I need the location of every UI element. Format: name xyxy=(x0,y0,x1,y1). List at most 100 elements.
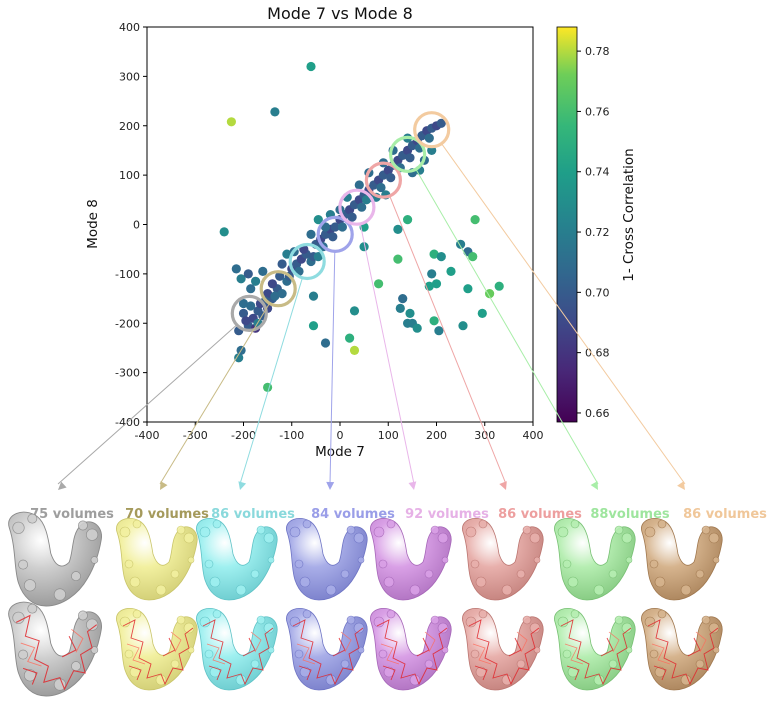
cluster-6-connector xyxy=(389,195,507,485)
data-point xyxy=(236,274,246,284)
cluster-6-volume xyxy=(462,518,544,601)
y-tick-label: 200 xyxy=(119,120,140,133)
surface-lobe xyxy=(533,646,541,654)
scatter-points xyxy=(219,61,504,392)
surface-lobe xyxy=(373,526,385,538)
surface-lobe xyxy=(437,532,449,544)
cluster-2-arrowhead xyxy=(160,481,168,490)
atomic-model-trace xyxy=(20,628,84,667)
surface-lobe xyxy=(302,519,312,529)
data-point xyxy=(267,279,277,289)
colorbar-tick-label: 0.74 xyxy=(585,166,610,179)
data-point xyxy=(263,382,273,392)
surface-lobe xyxy=(649,649,659,659)
surface-lobe xyxy=(77,520,88,531)
cluster-7-volume xyxy=(554,518,636,601)
data-point xyxy=(349,345,360,355)
surface-lobe xyxy=(593,584,605,596)
surface-lobe xyxy=(654,576,666,588)
data-point xyxy=(313,252,323,262)
data-point xyxy=(436,252,446,262)
atomic-model-trace xyxy=(202,619,274,686)
surface-lobe xyxy=(235,584,247,596)
cluster-8-volume xyxy=(641,518,723,601)
data-point xyxy=(238,298,249,309)
surface-lobe xyxy=(187,646,195,654)
surface-lobe xyxy=(18,649,29,660)
data-point xyxy=(463,284,473,294)
surface-lobe xyxy=(325,584,337,596)
cluster-8-circle xyxy=(413,111,451,149)
surface-lobe xyxy=(86,618,99,631)
data-point xyxy=(349,306,360,316)
surface-lobe xyxy=(294,649,304,659)
surface-lobe xyxy=(90,646,99,654)
data-point xyxy=(403,318,413,328)
cluster-4-volume-with-model xyxy=(286,608,368,691)
surface-lobe xyxy=(77,610,88,621)
colorbar-ticks: 0.66 0.68 0.70 0.72 0.74 0.76 0.78 xyxy=(577,45,610,420)
cluster-circles xyxy=(230,111,451,332)
surface-lobe xyxy=(522,615,532,625)
data-point xyxy=(347,212,357,222)
surface-lobe xyxy=(170,569,180,579)
x-tick-label: -100 xyxy=(279,429,304,442)
surface-lobe xyxy=(708,622,720,634)
surface-lobe xyxy=(353,532,365,544)
surface-lobe xyxy=(562,649,572,659)
surface-lobe xyxy=(701,615,711,625)
x-axis-label: Mode 7 xyxy=(315,444,365,460)
x-tick-label: 0 xyxy=(337,429,344,442)
surface-lobe xyxy=(263,532,275,544)
surface-lobe xyxy=(86,528,99,541)
cluster-7-volume-label: 88volumes xyxy=(590,507,670,522)
surface-lobe xyxy=(346,615,356,625)
cluster-3-volume-label: 86 volumes xyxy=(211,507,295,522)
x-tick-label: 300 xyxy=(474,429,495,442)
surface-lobe xyxy=(701,525,711,535)
data-point xyxy=(258,266,268,276)
surface-lobe xyxy=(657,609,667,619)
surface-lobe xyxy=(299,576,311,588)
cluster-6-circle xyxy=(364,161,402,199)
surface-lobe xyxy=(465,526,477,538)
data-point xyxy=(485,289,495,299)
atomic-model-trace xyxy=(206,631,262,665)
surface-lobe xyxy=(657,519,667,529)
data-point xyxy=(277,259,287,269)
cluster-8-connector xyxy=(441,143,686,485)
data-point xyxy=(231,264,241,274)
surface-lobe xyxy=(409,584,421,596)
surface-lobe xyxy=(90,556,99,564)
surface-lobe xyxy=(529,532,541,544)
data-point xyxy=(494,281,504,291)
volume-renderings xyxy=(8,511,723,697)
surface-lobe xyxy=(212,609,222,619)
surface-lobe xyxy=(386,609,396,619)
colorbar xyxy=(556,26,578,423)
surface-lobe xyxy=(475,576,487,588)
atomic-model-trace xyxy=(376,619,448,686)
colorbar-tick-label: 0.72 xyxy=(585,226,610,239)
surface-lobe xyxy=(437,622,449,634)
surface-lobe xyxy=(353,622,365,634)
data-point xyxy=(436,118,446,128)
surface-lobe xyxy=(522,525,532,535)
data-point xyxy=(308,321,319,331)
x-tick-label: 100 xyxy=(378,429,399,442)
atomic-model-trace xyxy=(15,614,98,691)
surface-lobe xyxy=(357,556,365,564)
surface-lobe xyxy=(129,576,141,588)
cluster-5-volume-label: 92 volumes xyxy=(405,507,489,522)
y-tick-label: -300 xyxy=(115,367,140,380)
y-tick-label: -200 xyxy=(115,317,140,330)
surface-lobe xyxy=(708,532,720,544)
data-point xyxy=(354,180,364,190)
data-point xyxy=(359,242,369,252)
surface-lobe xyxy=(302,609,312,619)
surface-lobe xyxy=(501,584,513,596)
x-tick-label: -200 xyxy=(231,429,256,442)
atomic-model-trace xyxy=(126,631,182,665)
cluster-3-circle xyxy=(288,242,326,281)
